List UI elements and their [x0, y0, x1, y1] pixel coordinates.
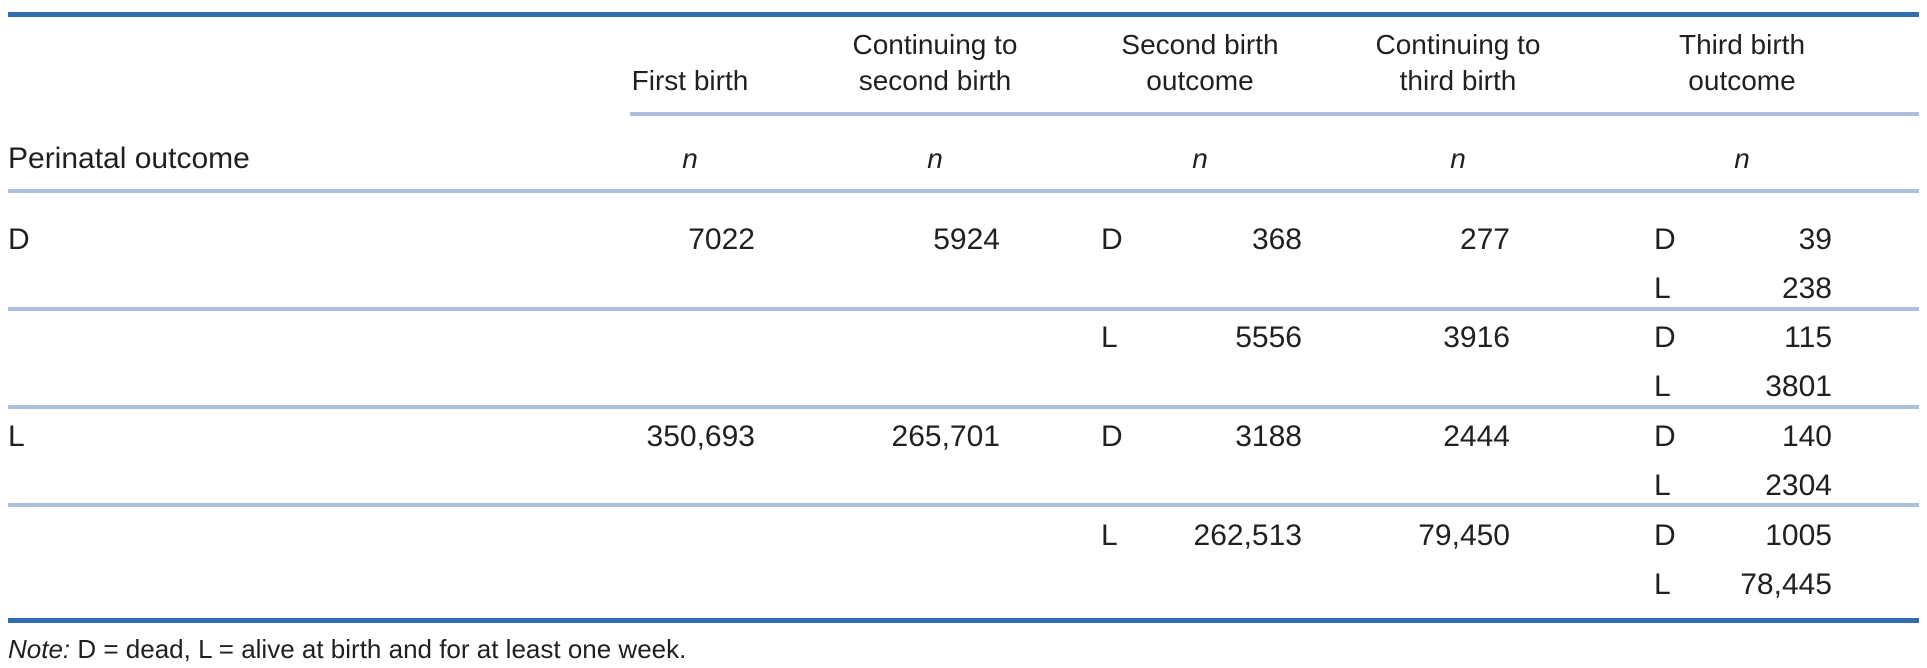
- column-header-4-line2: third birth: [1399, 65, 1517, 96]
- continuing-third-n-cell: 3916: [1443, 321, 1510, 354]
- column-header-3-unit: n: [1192, 143, 1208, 174]
- third-birth-n-cell: 140: [1781, 420, 1832, 453]
- column-header-4-line1: Continuing to: [1375, 29, 1541, 60]
- third-birth-n-cell: 78,445: [1740, 568, 1832, 601]
- column-header-2-line1: Continuing to: [852, 29, 1018, 60]
- third-outcome-cell: D: [1654, 519, 1676, 552]
- column-header-4-unit: n: [1450, 143, 1466, 174]
- table-note: Note: D = dead, L = alive at birth and f…: [8, 632, 686, 666]
- row-divider-2: [8, 405, 1919, 409]
- column-header-5-line1: Third birth: [1678, 29, 1806, 60]
- first-outcome-cell: D: [8, 223, 30, 256]
- continuing-third-n-cell: 2444: [1443, 420, 1510, 453]
- continuing-second-n-cell: 265,701: [891, 420, 1000, 453]
- first-outcome-cell: L: [8, 420, 25, 453]
- continuing-second-n-cell: 5924: [933, 223, 1000, 256]
- second-birth-n-cell: 262,513: [1193, 519, 1302, 552]
- continuing-third-n-cell: 277: [1459, 223, 1510, 256]
- third-outcome-cell: D: [1654, 420, 1676, 453]
- third-birth-n-cell: 39: [1798, 223, 1832, 256]
- row-divider-1: [8, 307, 1919, 311]
- bottom-rule: [8, 618, 1919, 623]
- column-header-2-line2: second birth: [858, 65, 1012, 96]
- column-header-5-unit: n: [1734, 143, 1750, 174]
- column-header-1-unit: n: [682, 143, 698, 174]
- column-header-5-line2: outcome: [1688, 65, 1796, 96]
- third-birth-n-cell: 115: [1784, 321, 1832, 354]
- header-spanner-rule: [630, 112, 1919, 116]
- second-outcome-cell: L: [1101, 519, 1118, 552]
- second-birth-n-cell: 5556: [1235, 321, 1302, 354]
- continuing-third-n-cell: 79,450: [1418, 519, 1510, 552]
- third-outcome-cell: D: [1654, 223, 1676, 256]
- third-outcome-cell: L: [1654, 272, 1671, 305]
- third-birth-n-cell: 2304: [1765, 469, 1832, 502]
- second-outcome-cell: D: [1101, 223, 1123, 256]
- column-header-3-line1: Second birth: [1121, 29, 1279, 60]
- column-header-3-line2: outcome: [1146, 65, 1254, 96]
- third-birth-n-cell: 1005: [1765, 519, 1832, 552]
- second-birth-n-cell: 368: [1251, 223, 1302, 256]
- top-rule: [8, 12, 1919, 17]
- note-text: D = dead, L = alive at birth and for at …: [70, 634, 687, 664]
- second-outcome-cell: D: [1101, 420, 1123, 453]
- note-label: Note:: [8, 634, 71, 664]
- column-header-1-line2: First birth: [631, 65, 749, 96]
- row-divider-3: [8, 503, 1919, 507]
- third-outcome-cell: L: [1654, 370, 1671, 403]
- third-outcome-cell: L: [1654, 469, 1671, 502]
- first-birth-n-cell: 7022: [688, 223, 755, 256]
- third-birth-n-cell: 3801: [1765, 370, 1832, 403]
- column-header-2-unit: n: [927, 143, 943, 174]
- first-birth-n-cell: 350,693: [646, 420, 755, 453]
- third-birth-n-cell: 238: [1781, 272, 1832, 305]
- third-outcome-cell: L: [1654, 568, 1671, 601]
- header-bottom-rule: [8, 189, 1919, 193]
- third-outcome-cell: D: [1654, 321, 1676, 354]
- second-birth-n-cell: 3188: [1235, 420, 1302, 453]
- second-outcome-cell: L: [1101, 321, 1118, 354]
- row-label-header: Perinatal outcome: [8, 142, 250, 175]
